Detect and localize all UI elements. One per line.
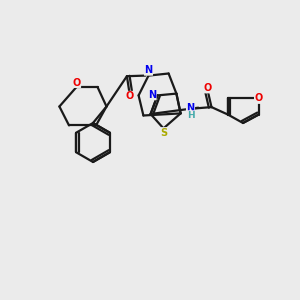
Text: H: H — [187, 111, 194, 120]
Text: N: N — [148, 90, 156, 100]
Text: O: O — [72, 77, 81, 88]
Text: O: O — [204, 83, 212, 93]
Text: N: N — [144, 65, 153, 75]
Text: O: O — [126, 91, 134, 101]
Text: O: O — [254, 93, 263, 103]
Text: S: S — [160, 128, 168, 138]
Text: N: N — [186, 103, 195, 113]
